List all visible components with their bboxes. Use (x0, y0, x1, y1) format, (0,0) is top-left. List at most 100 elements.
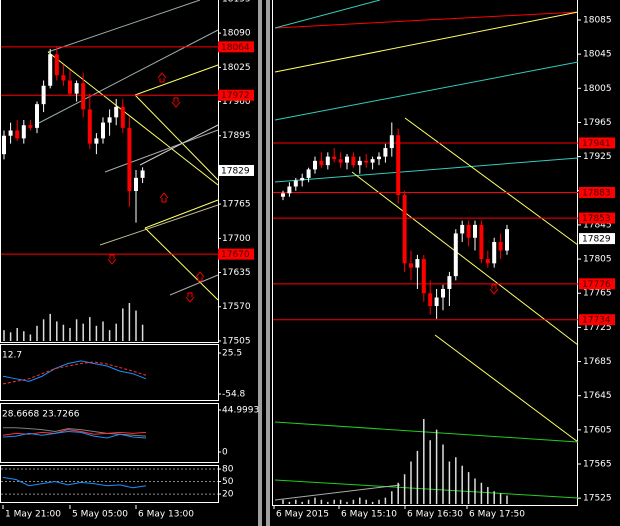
x-tick-label: 6 May 13:00 (138, 510, 194, 520)
candle-body (332, 156, 337, 160)
candle-body (81, 83, 86, 110)
x-tick-label: 1 May 21:00 (5, 510, 61, 520)
level-label: 17883 (582, 188, 611, 198)
y-tick-label: 17645 (583, 391, 612, 401)
candle-body (313, 160, 317, 170)
candle-body (87, 109, 92, 144)
indicator-line (2, 476, 147, 489)
candle-body (466, 224, 471, 238)
y-tick-label: 17845 (583, 220, 612, 230)
y-tick-label: 18155 (222, 0, 251, 4)
candle-body (364, 160, 369, 163)
y-tick-label: 17570 (222, 302, 251, 312)
y-tick-label: 44.9993 (222, 405, 259, 415)
candle-body (287, 186, 292, 194)
indicator-readout: 12.7 (2, 351, 22, 361)
level-badge (579, 314, 615, 326)
level-badge (579, 186, 615, 198)
x-tick-label: 6 May 17:50 (469, 510, 525, 520)
candle-body (281, 193, 285, 197)
trend-objects (274, 0, 579, 501)
candle-body (107, 117, 112, 123)
candle-body (453, 233, 458, 277)
y-tick-label: 17765 (222, 200, 251, 210)
candle-body (94, 138, 99, 144)
level-label: 17853 (582, 214, 611, 224)
candle-body (441, 288, 445, 298)
level-badge (579, 137, 615, 149)
candle-body (61, 75, 66, 81)
candle-body (421, 259, 426, 294)
candle-body (127, 127, 132, 191)
indicator-line (2, 360, 147, 382)
y-tick-label: 80 (222, 465, 234, 475)
current-label: 17829 (582, 235, 611, 245)
level-badge (218, 89, 254, 101)
candle-body (35, 104, 39, 128)
candle-body (2, 135, 6, 155)
x-tick-label: 5 May 05:00 (72, 510, 128, 520)
candle-body (319, 160, 324, 166)
candle-body (460, 224, 465, 234)
y-tick-label: 17725 (583, 323, 612, 333)
level-badge (579, 278, 615, 290)
candle-body (415, 259, 420, 268)
y-tick-label: 18045 (583, 50, 612, 60)
candle-body (15, 130, 20, 139)
y-tick-label: 17635 (222, 268, 251, 278)
indicator-readout: 28.6668 (2, 410, 39, 420)
y-tick-label: 17565 (583, 460, 612, 470)
x-tick-label: 6 May 15:10 (341, 510, 397, 520)
trend-objects (34, 0, 219, 301)
candle-body (28, 125, 33, 128)
x-tick-label: 6 May 16:30 (407, 510, 463, 520)
y-tick-label: 17895 (222, 131, 251, 141)
candle-body (140, 170, 145, 178)
splitter[interactable] (266, 0, 270, 526)
y-tick-label: 17805 (583, 255, 612, 265)
indicator-readout: 23.7266 (42, 410, 79, 420)
candle-body (293, 180, 298, 187)
candle-body (120, 106, 125, 128)
candle-body (41, 85, 46, 105)
current-badge (579, 233, 615, 245)
candle-body (428, 293, 433, 307)
candle-body (479, 224, 484, 260)
level-label: 17670 (221, 250, 250, 260)
candle-body (114, 106, 119, 118)
candle-body (370, 159, 375, 163)
candle-body (377, 156, 381, 160)
y-tick-label: 18085 (583, 15, 612, 25)
y-tick-label: 17685 (583, 357, 612, 367)
candle-body (396, 135, 401, 196)
y-tick-label: 17525 (583, 494, 612, 504)
candle-body (8, 130, 13, 136)
candle-body (48, 54, 53, 86)
candle-body (338, 159, 343, 163)
candle-body (473, 224, 477, 238)
y-tick-label: 18090 (222, 29, 251, 39)
level-label: 17734 (582, 316, 611, 326)
level-badge (218, 248, 254, 260)
y-tick-label: 50 (222, 477, 234, 487)
candle-body (402, 195, 407, 264)
y-tick-label: 17925 (583, 152, 612, 162)
candle-body (54, 54, 59, 76)
y-tick-label: 18005 (583, 84, 612, 94)
current-label: 17829 (221, 166, 250, 176)
candle-body (351, 156, 356, 166)
level-label: 17972 (221, 91, 250, 101)
candle-body (485, 259, 490, 264)
candle-body (498, 241, 503, 251)
splitter[interactable] (258, 0, 262, 526)
y-tick-label: 17960 (222, 97, 251, 107)
y-tick-label: 20 (222, 490, 234, 500)
y-tick-label: 17965 (583, 118, 612, 128)
y-tick-label: 17505 (222, 336, 251, 346)
arrows (107, 72, 499, 303)
candle-body (434, 297, 439, 307)
y-tick-label: 18025 (222, 63, 251, 73)
